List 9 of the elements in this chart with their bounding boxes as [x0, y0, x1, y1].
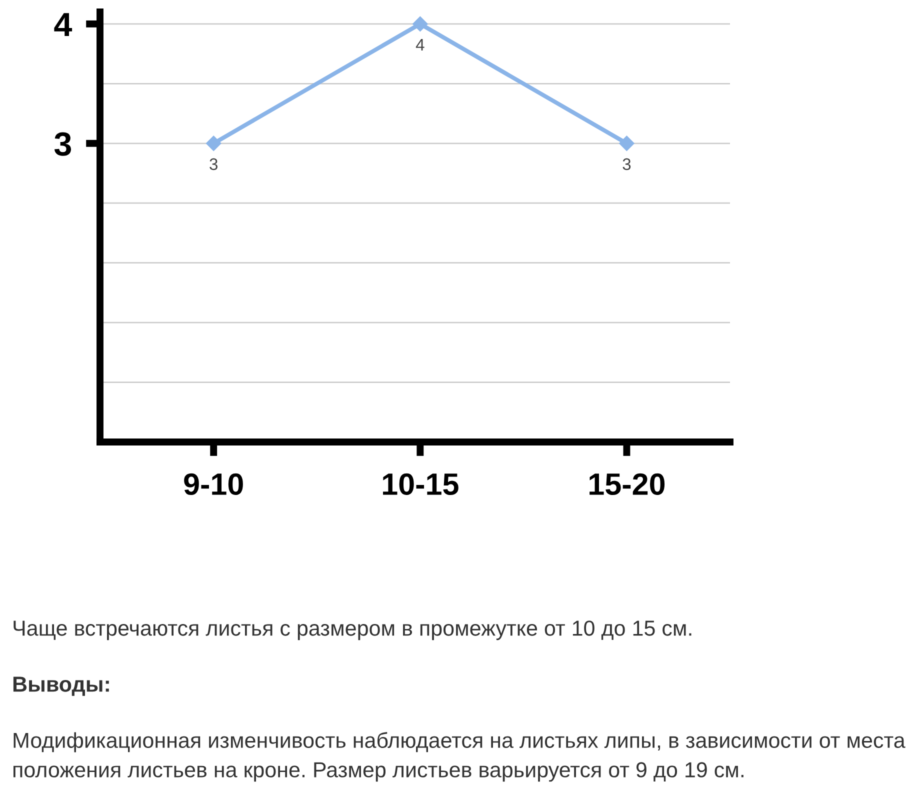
text: Модификационная изменчивость наблюдается на листьях липы, в зависимости от места положения листьев на кроне. Размер листьев варьируется от 9 до 19 см. — [13, 732, 906, 782]
x-tick-label: 10-15 — [383, 473, 458, 495]
text: Чаще встречаются листья с размером в промежутке от 10 до 15 см. — [14, 620, 692, 640]
data-label: 4 — [416, 39, 424, 50]
x-tick-label: 9-10 — [184, 473, 243, 495]
x-tick-label: 15-20 — [590, 473, 665, 495]
text: Выводы: — [13, 676, 109, 696]
data-label: 3 — [622, 158, 631, 170]
data-label: 3 — [210, 158, 218, 170]
